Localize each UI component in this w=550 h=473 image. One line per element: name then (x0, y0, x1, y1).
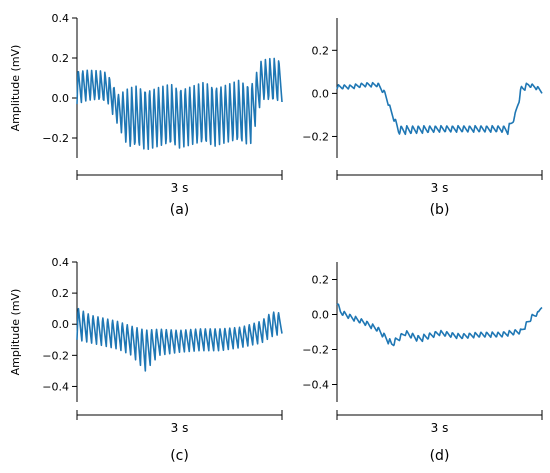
y-axis-label-a: Amplitude (mV) (9, 45, 22, 132)
y-tick-label-c-2: 0.0 (52, 318, 70, 331)
y-tick-label-b-1: 0.0 (312, 87, 330, 100)
y-tick-label-a-2: 0.0 (52, 92, 70, 105)
panel-a: 0.4 0.2 0.0 −0.2 Amplitude (mV) 3 s (a) (9, 12, 283, 218)
y-tick-label-a-1: 0.2 (52, 52, 70, 65)
time-scale-label-c: 3 s (171, 421, 189, 435)
y-tick-label-b-0: 0.2 (312, 44, 330, 57)
y-tick-label-c-1: 0.2 (52, 287, 70, 300)
time-scale-label-d: 3 s (431, 421, 449, 435)
signal-trace-b (336, 81, 543, 136)
y-tick-label-d-1: 0.0 (312, 309, 330, 322)
panel-c: 0.4 0.2 0.0 −0.2 −0.4 Amplitude (mV) 3 s (c) (9, 256, 283, 464)
y-tick-label-a-3: −0.2 (42, 132, 69, 145)
y-tick-label-d-0: 0.2 (312, 274, 330, 287)
panel-label-c: (c) (170, 448, 189, 464)
panel-label-b: (b) (430, 202, 450, 218)
y-axis-label-c: Amplitude (mV) (9, 289, 22, 376)
time-scale-label-a: 3 s (171, 181, 189, 195)
panel-d: 0.2 0.0 −0.2 −0.4 3 s (d) (302, 262, 543, 464)
panel-label-a: (a) (170, 202, 190, 218)
y-tick-label-d-3: −0.4 (302, 379, 329, 392)
y-tick-label-c-0: 0.4 (52, 256, 70, 269)
y-tick-label-c-3: −0.2 (42, 349, 69, 362)
time-scale-label-b: 3 s (431, 181, 449, 195)
y-tick-label-c-4: −0.4 (42, 380, 69, 393)
panel-label-d: (d) (430, 448, 450, 464)
y-tick-label-b-2: −0.2 (302, 130, 329, 143)
panel-b: 0.2 0.0 −0.2 3 s (b) (302, 18, 543, 218)
signal-trace-c (76, 307, 283, 372)
y-tick-label-d-2: −0.2 (302, 344, 329, 357)
y-tick-label-a-0: 0.4 (52, 12, 70, 25)
signal-trace-d (336, 303, 543, 347)
signal-trace-a (76, 57, 283, 150)
